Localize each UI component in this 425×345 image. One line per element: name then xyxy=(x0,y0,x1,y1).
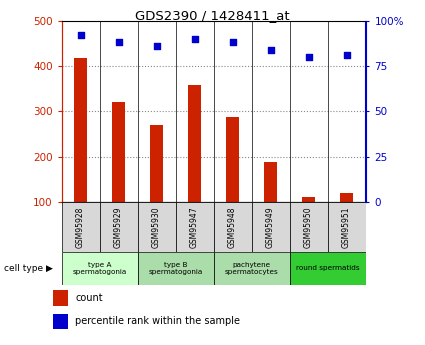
Bar xyxy=(150,125,163,202)
Text: GSM95951: GSM95951 xyxy=(342,206,351,248)
Text: GSM95928: GSM95928 xyxy=(76,206,85,247)
Text: GSM95950: GSM95950 xyxy=(304,206,313,248)
Text: count: count xyxy=(75,293,103,303)
Bar xyxy=(328,202,366,252)
Text: percentile rank within the sample: percentile rank within the sample xyxy=(75,316,240,326)
Point xyxy=(229,40,236,45)
Text: GSM95948: GSM95948 xyxy=(228,206,237,248)
Bar xyxy=(213,202,252,252)
Bar xyxy=(252,202,289,252)
Bar xyxy=(264,162,277,202)
Bar xyxy=(138,202,176,252)
Text: GSM95947: GSM95947 xyxy=(190,206,199,248)
Bar xyxy=(213,252,289,285)
Bar xyxy=(289,252,366,285)
Point xyxy=(77,32,84,38)
Text: GSM95930: GSM95930 xyxy=(152,206,161,248)
Bar xyxy=(53,290,68,306)
Text: cell type ▶: cell type ▶ xyxy=(4,264,53,273)
Text: type B
spermatogonia: type B spermatogonia xyxy=(148,262,203,275)
Bar xyxy=(188,86,201,202)
Bar xyxy=(62,202,99,252)
Bar xyxy=(138,252,213,285)
Bar xyxy=(226,117,239,202)
Bar xyxy=(289,202,328,252)
Text: pachytene
spermatocytes: pachytene spermatocytes xyxy=(225,262,278,275)
Text: type A
spermatogonia: type A spermatogonia xyxy=(73,262,127,275)
Point xyxy=(191,36,198,42)
Text: GSM95929: GSM95929 xyxy=(114,206,123,248)
Bar xyxy=(74,58,87,202)
Bar xyxy=(62,252,138,285)
Point xyxy=(305,54,312,60)
Point xyxy=(267,47,274,52)
Bar xyxy=(112,102,125,202)
Bar xyxy=(99,202,138,252)
Text: GDS2390 / 1428411_at: GDS2390 / 1428411_at xyxy=(135,9,290,22)
Point xyxy=(153,43,160,49)
Text: GSM95949: GSM95949 xyxy=(266,206,275,248)
Text: round spermatids: round spermatids xyxy=(296,265,359,271)
Bar xyxy=(53,314,68,329)
Bar xyxy=(176,202,213,252)
Point xyxy=(115,40,122,45)
Point xyxy=(343,52,350,58)
Bar xyxy=(340,193,353,202)
Bar xyxy=(302,197,315,202)
